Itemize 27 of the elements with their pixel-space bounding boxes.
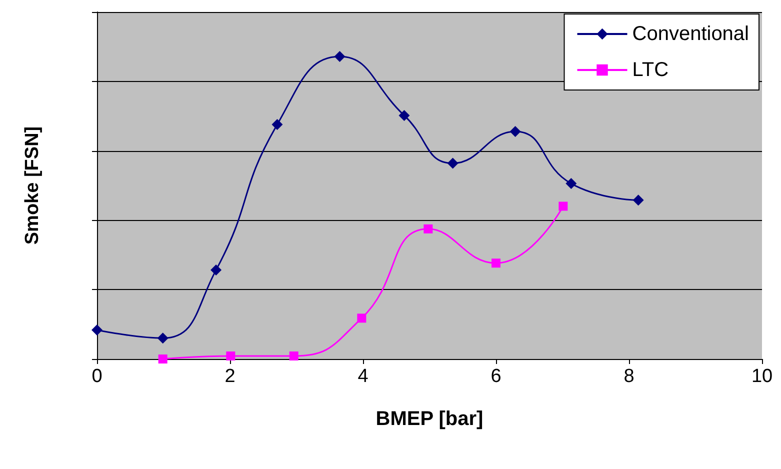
point	[289, 351, 298, 360]
point	[357, 314, 366, 323]
x-tick-label: 4	[358, 366, 369, 387]
point	[492, 258, 500, 268]
point	[272, 119, 283, 130]
x-tick-label: 2	[224, 366, 236, 387]
legend-label: LTC	[632, 59, 669, 81]
y-axis-title: Smoke [FSN]	[22, 126, 43, 245]
x-tick-label: 0	[92, 366, 102, 387]
x-axis-title: BMEP [bar]	[376, 408, 484, 430]
x-tick-label: 10	[751, 366, 773, 387]
x-tick-label: 8	[624, 366, 634, 387]
point	[424, 224, 433, 234]
point	[334, 50, 346, 62]
point	[566, 178, 577, 190]
point	[226, 351, 236, 360]
legend-label: Conventional	[632, 23, 749, 45]
point	[157, 332, 168, 344]
point	[158, 354, 168, 364]
point	[510, 126, 521, 137]
point	[632, 194, 644, 206]
point	[447, 158, 458, 169]
x-tick-label: 6	[490, 366, 502, 387]
point	[398, 110, 410, 121]
point	[558, 202, 568, 211]
point	[92, 324, 102, 336]
point	[210, 264, 222, 276]
